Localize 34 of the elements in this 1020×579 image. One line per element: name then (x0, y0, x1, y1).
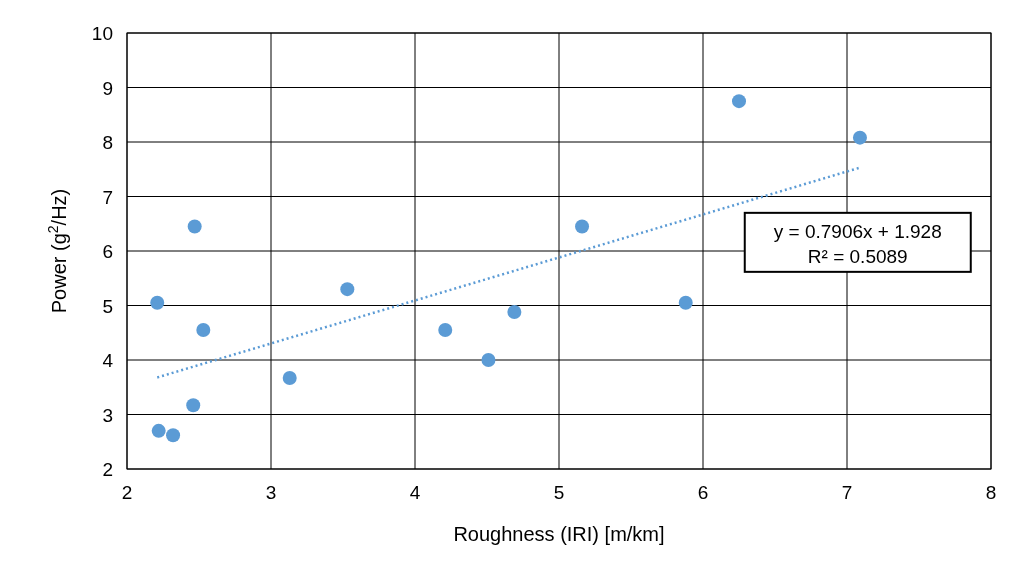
y-tick-label: 4 (102, 350, 114, 371)
annotation: R² = 0.5089 (807, 245, 908, 267)
point (196, 323, 211, 338)
y-tick-label: 8 (102, 132, 113, 153)
x-axis-title: Roughness (IRI) [m/km] (453, 523, 665, 545)
point (150, 295, 165, 310)
point (187, 219, 202, 234)
point (732, 94, 746, 109)
point (678, 295, 693, 310)
point (151, 423, 166, 438)
y-tick-label: 2 (102, 459, 113, 480)
y-tick-label: 6 (102, 241, 113, 262)
point (575, 219, 590, 234)
y-tick-label: 7 (102, 186, 113, 208)
x-tick-label: 4 (409, 482, 421, 503)
point (340, 282, 355, 297)
x-tick-label: 7 (841, 482, 853, 503)
point (481, 353, 496, 367)
point (282, 370, 297, 385)
point (507, 305, 522, 320)
y-tick-label: 9 (102, 77, 113, 99)
x-tick-label: 8 (985, 482, 997, 503)
point (438, 323, 453, 338)
point (186, 398, 201, 413)
x-tick-label: 5 (553, 482, 565, 503)
x-tick-label: 3 (265, 482, 277, 503)
point (852, 130, 867, 145)
y-tick-label: 3 (102, 404, 113, 426)
x-tick-label: 6 (697, 482, 709, 503)
annotation: y = 0.7906x + 1.928 (773, 220, 942, 242)
y-tick-label: 5 (102, 295, 113, 317)
x-tick-label: 2 (121, 482, 133, 503)
point (166, 428, 181, 443)
y-tick-label: 10 (91, 23, 113, 44)
